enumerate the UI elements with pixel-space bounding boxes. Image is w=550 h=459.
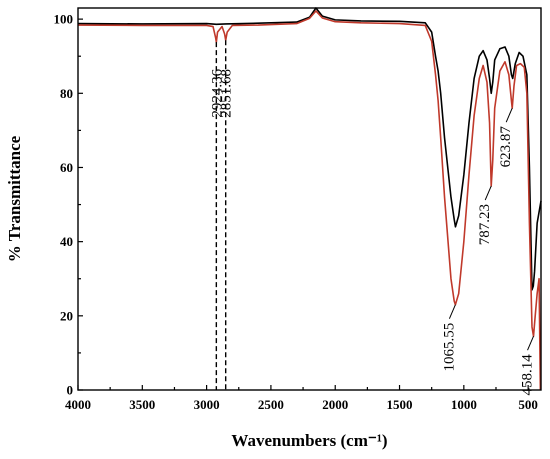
series-line-1 <box>77 7 542 291</box>
x-axis-label: Wavenumbers (cm⁻¹) <box>231 431 387 450</box>
x-tick-label-2500: 2500 <box>258 397 284 412</box>
leader-line-458-14 <box>527 336 534 351</box>
y-tick-label-0: 0 <box>67 383 74 398</box>
y-axis-label: % Transmittance <box>5 135 24 262</box>
x-tick-label-3500: 3500 <box>129 397 155 412</box>
peak-label-458-14: 458.14 <box>520 354 536 396</box>
x-tick-label-500: 500 <box>518 397 538 412</box>
leader-line-623-87 <box>505 107 513 123</box>
y-tick-label-40: 40 <box>60 234 73 249</box>
plot-frame <box>77 7 542 391</box>
peak-label-2924-36: 2924.36 <box>209 68 225 117</box>
y-tick-label-20: 20 <box>60 308 73 323</box>
leader-line-1065-55 <box>448 304 456 319</box>
peak-label-787-23: 787.23 <box>477 204 493 245</box>
x-tick-label-1000: 1000 <box>451 397 477 412</box>
leader-line-787-23 <box>484 185 492 201</box>
x-tick-label-4000: 4000 <box>65 397 91 412</box>
x-tick-label-2000: 2000 <box>322 397 348 412</box>
y-tick-label-80: 80 <box>60 86 73 101</box>
series-layer <box>77 7 542 391</box>
x-tick-label-3000: 3000 <box>194 397 220 412</box>
y-tick-label-60: 60 <box>60 160 73 175</box>
x-tick-label-1500: 1500 <box>387 397 413 412</box>
y-tick-label-100: 100 <box>54 12 74 27</box>
peak-label-623-87: 623.87 <box>498 126 514 168</box>
peak-label-2851-68: 2851.68 <box>219 69 235 118</box>
axes-layer: 4000 3500 3000 2500 2000 1500 1000 500 0 20 40 60 80… <box>54 7 542 412</box>
peak-label-1065-55: 1065.55 <box>441 323 457 372</box>
series-line-2 <box>77 10 542 391</box>
